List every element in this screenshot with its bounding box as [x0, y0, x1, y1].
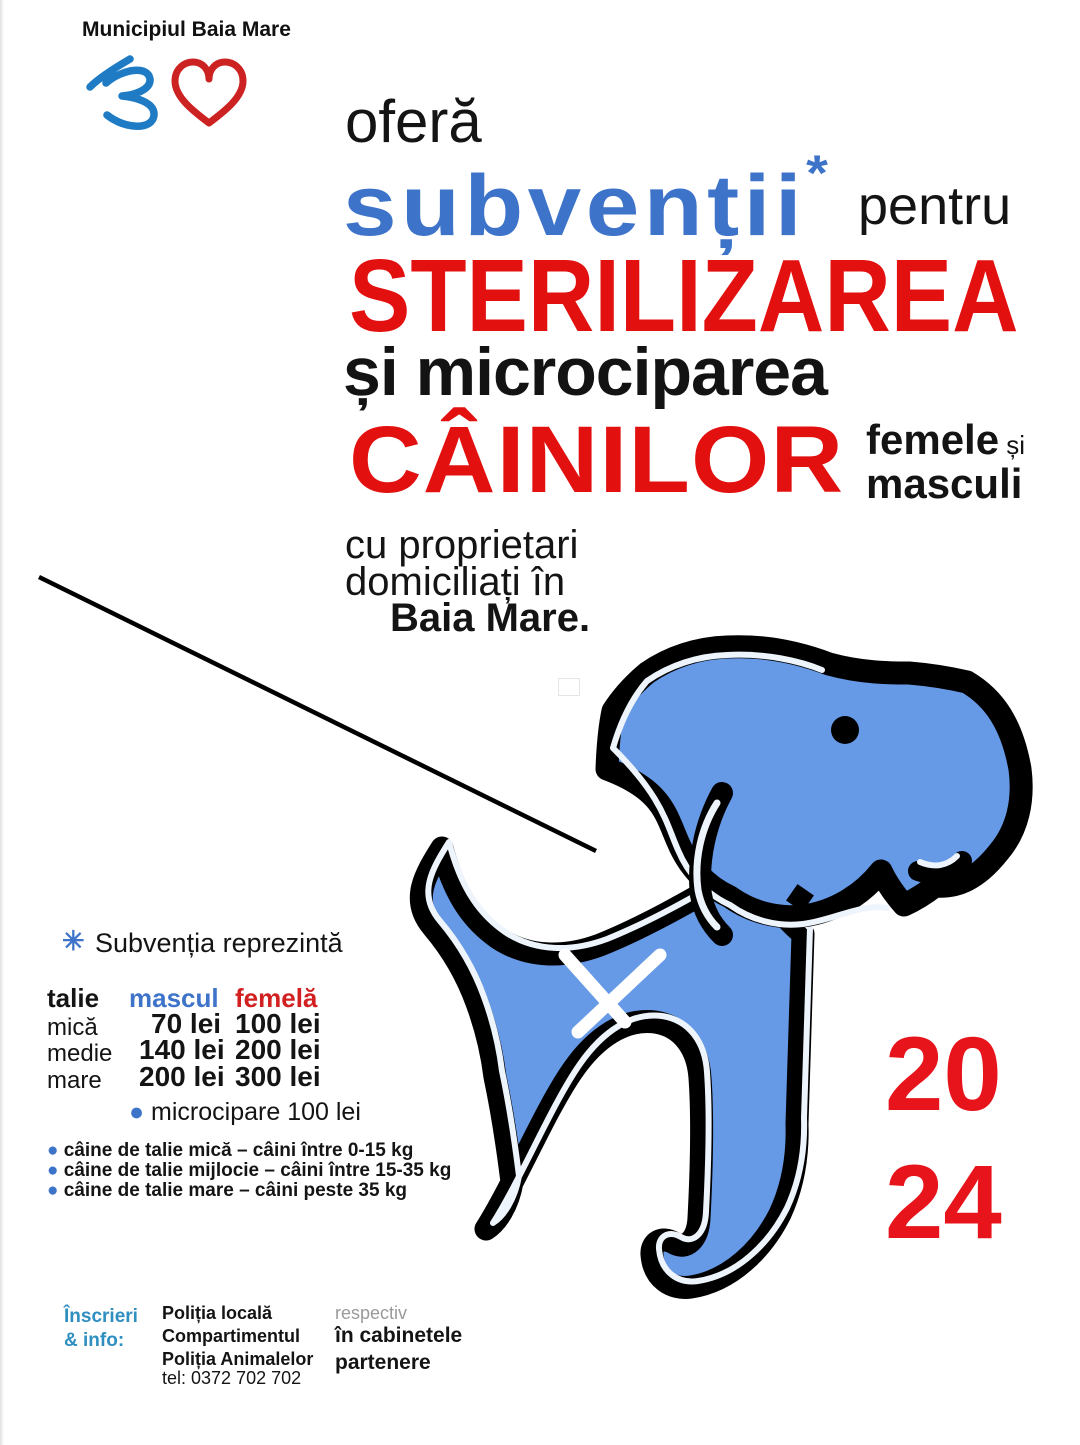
svg-text:20: 20 [885, 1016, 1002, 1133]
svg-text:24: 24 [885, 1144, 1002, 1261]
